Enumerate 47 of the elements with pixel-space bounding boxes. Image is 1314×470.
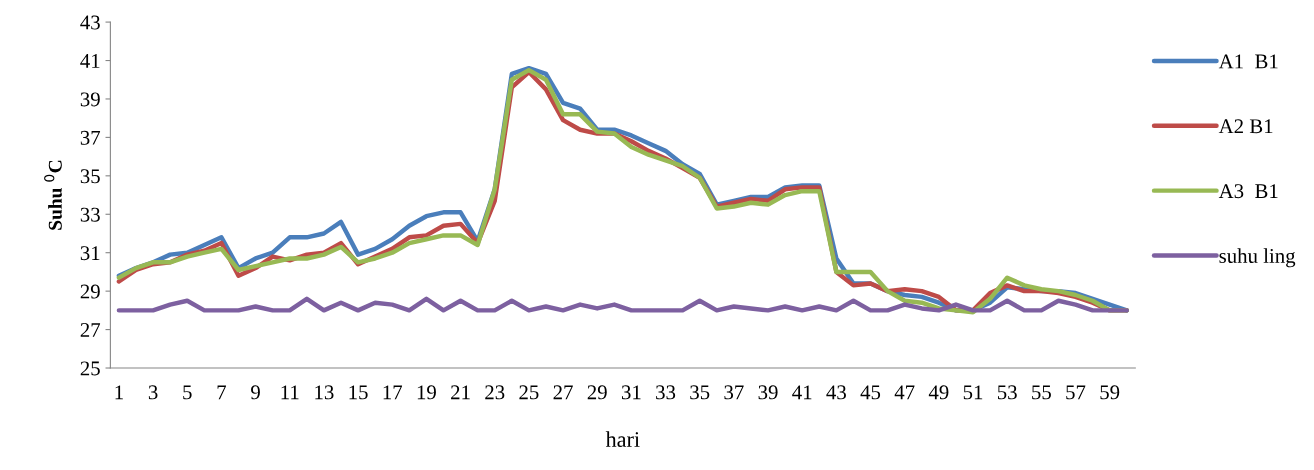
x-tick-label: 47 [894,385,915,400]
y-tick-label: 29 [80,284,100,299]
legend-label: A1 B1 [1218,54,1278,69]
x-tick-label: 7 [217,385,227,400]
x-tick-label: 11 [281,385,299,400]
legend-label: A2 B1 [1218,119,1273,134]
x-tick-label: 33 [656,385,676,400]
line-series [116,296,1129,313]
x-tick-label: 57 [1066,385,1086,400]
x-tick-label: 53 [997,385,1017,400]
y-tick-label: 25 [80,361,100,376]
x-tick-label: 35 [690,385,710,400]
x-tick-label: 5 [183,385,192,400]
x-tick-label: 59 [1100,385,1120,400]
x-tick-label: 27 [553,385,573,400]
x-tick-label: 55 [1032,385,1051,400]
y-tick-label: 31 [80,246,100,261]
y-tick-label: 43 [80,15,100,30]
x-tick-label: 19 [417,385,436,400]
x-tick-label: 23 [485,385,505,400]
x-tick-label: 17 [383,385,403,400]
x-axis-title: hari [605,431,640,447]
x-tick-label: 13 [315,385,334,400]
legend-label: suhu ling [1219,248,1296,268]
x-tick-label: 49 [928,385,949,400]
x-tick-label: 43 [826,385,846,400]
x-tick-label: 29 [587,385,607,400]
y-tick-label: 39 [80,92,100,107]
x-tick-label: 45 [860,385,881,400]
x-tick-label: 15 [349,385,368,400]
x-tick-label: 25 [519,385,539,400]
y-tick-label: 35 [80,169,100,184]
y-tick-label: 27 [80,323,101,337]
x-tick-label: 21 [451,385,470,400]
x-tick-label: 3 [148,385,158,400]
x-tick-label: 9 [251,385,260,400]
legend-label: A3 B1 [1218,184,1278,199]
y-tick-label: 41 [80,54,100,68]
x-tick-label: 31 [621,385,641,400]
y-axis-title: Suhu $^{0}$C [44,160,62,230]
y-tick-label: 37 [80,130,101,145]
x-tick-label: 41 [792,385,812,400]
x-tick-label: 51 [963,385,983,400]
x-tick-label: 37 [724,385,744,400]
x-tick-label: 1 [115,385,123,400]
y-tick-label: 33 [80,207,100,222]
x-tick-label: 39 [758,385,778,400]
